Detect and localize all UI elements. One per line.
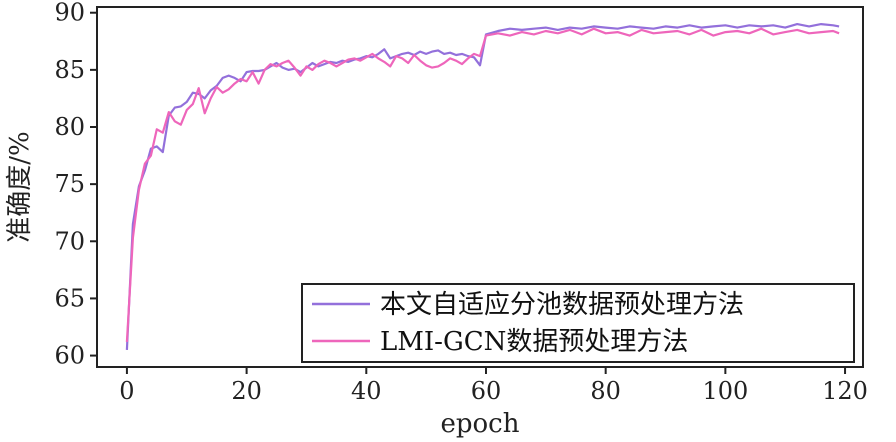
x-axis-title: epoch	[441, 409, 520, 439]
y-tick-label: 70	[54, 227, 85, 255]
x-tick-label: 120	[822, 377, 868, 405]
legend-label-series-1: 本文自适应分池数据预处理方法	[380, 290, 744, 320]
y-tick-label: 90	[54, 0, 85, 27]
y-tick-label: 80	[54, 113, 85, 141]
x-tick-label: 100	[702, 377, 748, 405]
x-tick-label: 0	[119, 377, 134, 405]
y-tick-label: 65	[54, 284, 85, 312]
x-axis-ticks: 0 20 40 60 80 100 120	[119, 367, 868, 405]
legend-box	[301, 283, 855, 363]
y-axis-title: 准确度/%	[5, 131, 35, 242]
x-tick-label: 80	[590, 377, 621, 405]
y-tick-label: 85	[54, 56, 85, 84]
x-tick-label: 60	[471, 377, 502, 405]
plot-frame	[96, 6, 864, 368]
y-tick-label: 60	[54, 342, 85, 370]
legend-label-series-2: LMI-GCN数据预处理方法	[380, 327, 688, 357]
legend: 本文自适应分池数据预处理方法 LMI-GCN数据预处理方法	[301, 283, 855, 363]
series-lines	[125, 23, 840, 350]
y-tick-label: 75	[54, 170, 85, 198]
x-tick-label: 20	[231, 377, 262, 405]
y-axis-ticks: 60 65 70 75 80 85 90	[54, 0, 97, 370]
series-line-2	[125, 27, 840, 342]
x-tick-label: 40	[351, 377, 382, 405]
